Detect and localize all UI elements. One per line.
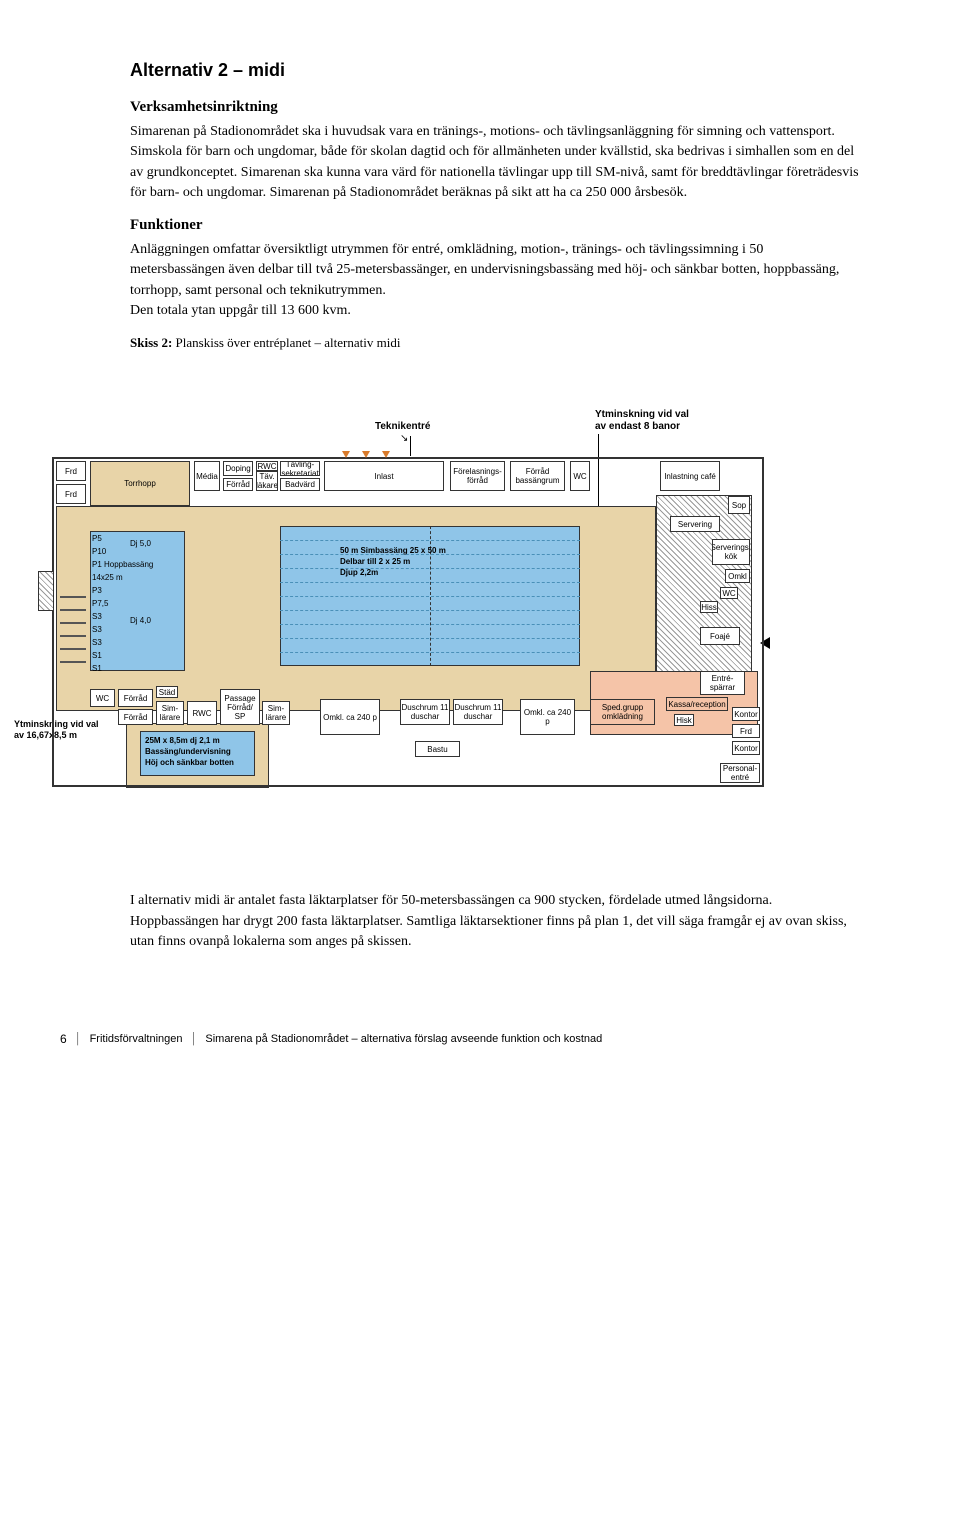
room: Bastu [415,741,460,757]
pool-label: S1 [92,651,102,660]
room: Frd [56,461,86,481]
annotation-teknikentre: Teknikentré [375,421,430,432]
skiss-caption: Skiss 2: Planskiss över entréplanet – al… [130,335,860,351]
diving-platform-line [60,622,86,624]
paragraph-2b: Den totala ytan uppgår till 13 600 kvm. [130,303,351,318]
room: WC [720,587,738,599]
room: Förråd [118,709,153,725]
pool-label: P5 [92,534,102,543]
room: Förråd [118,689,153,707]
room: Kontor [732,741,760,755]
floorplan: Teknikentré ↘ Ytminskning vid val av end… [20,371,950,851]
footer-separator: │ [75,1033,82,1045]
footer-separator: │ [191,1033,198,1045]
annotation-ytminskning-left-b: av 16,67x8,5 m [14,730,77,740]
room: Foajé [700,627,740,645]
room: Duschrum 11 duschar [453,699,503,725]
pool-label: S3 [92,625,102,634]
room [38,571,54,611]
pool-label: Delbar till 2 x 25 m [340,557,410,566]
pool-label: 14x25 m [92,573,123,582]
room: Doping [223,461,253,476]
room: Média [194,461,220,491]
room: Sim-lärare [262,701,290,725]
room: Sop [728,496,750,514]
diving-platform-line [60,596,86,598]
room: Torrhopp [90,461,190,506]
pool-label: P7,5 [92,599,108,608]
room: RWC [256,461,278,471]
room: Inlastning café [660,461,720,491]
room: Servering [670,516,720,532]
annotation-arrowhead: ↘ [400,433,408,444]
pool-label: Höj och sänkbar botten [145,758,234,767]
pool-label: Djup 2,2m [340,568,378,577]
pool-label: S1 [92,664,102,673]
pool-label: P10 [92,547,106,556]
annotation-ytminskning-top-a: Ytminskning vid val [595,409,689,420]
room: Inlast [324,461,444,491]
room: Kassa/reception [666,697,728,711]
footer-doc-title: Simarena på Stadionområdet – alternativa… [205,1033,602,1045]
skiss-caption-bold: Skiss 2: [130,335,172,350]
pool-label: 25M x 8,5m dj 2,1 m [145,736,220,745]
diving-platform-line [60,609,86,611]
arrow-icon [382,451,390,458]
room: WC [570,461,590,491]
pool-label: P3 [92,586,102,595]
room: Städ [156,686,178,698]
diving-platform-line [60,648,86,650]
room: Förråd bassängrum [510,461,565,491]
pool-label: P1 Hoppbassäng [92,560,153,569]
footer-page-number: 6 [60,1032,67,1046]
pool-label: Bassäng/undervisning [145,747,231,756]
room: Hisk [674,714,694,726]
room: Sim-lärare [156,701,184,725]
room: Entré-spärrar [700,671,745,695]
section-title: Alternativ 2 – midi [130,60,860,81]
pool-label: S3 [92,638,102,647]
room: Duschrum 11 duschar [400,699,450,725]
room: Omkl. ca 240 p [520,699,575,735]
arrow-icon [362,451,370,458]
room: WC [90,689,115,707]
paragraph-3: I alternativ midi är antalet fasta läkta… [130,891,860,952]
annotation-ytminskning-left-a: Ytminskning vid val [14,719,99,729]
room: Frd [56,484,86,504]
pool-label: 50 m Simbassäng 25 x 50 m [340,546,446,555]
room: Badvärd [280,478,320,491]
subsection-verksamhet: Verksamhetsinriktning [130,99,860,116]
room: Frd [732,724,760,738]
paragraph-2: Anläggningen omfattar översiktligt utrym… [130,240,860,321]
paragraph-1: Simarenan på Stadionområdet ska i huvuds… [130,122,860,203]
room: Förelasnings-förråd [450,461,505,491]
arrow-icon [342,451,350,458]
room: Sped.grupp omklädning [590,699,655,725]
room: Förråd [223,478,253,491]
room: RWC [187,701,217,725]
room: Tävling-sekretariat [280,461,320,476]
subsection-funktioner: Funktioner [130,217,860,234]
room: Serverings-kök [712,539,750,565]
diving-platform-line [60,661,86,663]
room: Hiss [700,601,718,613]
annotation-line [410,436,411,456]
room: Omkl. ca 240 p [320,699,380,735]
page-footer: 6 │ Fritidsförvaltningen │ Simarena på S… [60,1032,860,1046]
room: Passage Förråd/ SP [220,689,260,725]
depth-label: Dj 4,0 [130,616,151,625]
room: Personal-entré [720,763,760,783]
room: Täv. läkare [256,471,278,491]
annotation-ytminskning-top-b: av endast 8 banor [595,421,680,432]
room: Omkl [725,569,750,583]
floorplan-container: Teknikentré ↘ Ytminskning vid val av end… [20,371,940,851]
entrance-arrow-icon [760,637,770,649]
footer-org: Fritidsförvaltningen [90,1033,183,1045]
diving-platform-line [60,635,86,637]
pool-label: S3 [92,612,102,621]
paragraph-2a: Anläggningen omfattar översiktligt utrym… [130,242,839,298]
skiss-caption-rest: Planskiss över entréplanet – alternativ … [172,335,400,350]
room: Kontor [732,707,760,721]
depth-label: Dj 5,0 [130,539,151,548]
